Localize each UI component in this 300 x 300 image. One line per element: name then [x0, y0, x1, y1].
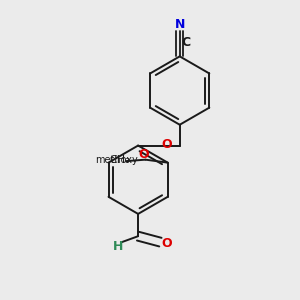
- Text: O: O: [139, 148, 149, 161]
- Text: methoxy: methoxy: [95, 155, 138, 165]
- Text: C: C: [181, 36, 190, 49]
- Text: O: O: [162, 237, 172, 250]
- Text: N: N: [175, 18, 185, 31]
- Text: O: O: [161, 138, 172, 152]
- Text: CH₃: CH₃: [109, 155, 130, 165]
- Text: H: H: [113, 239, 123, 253]
